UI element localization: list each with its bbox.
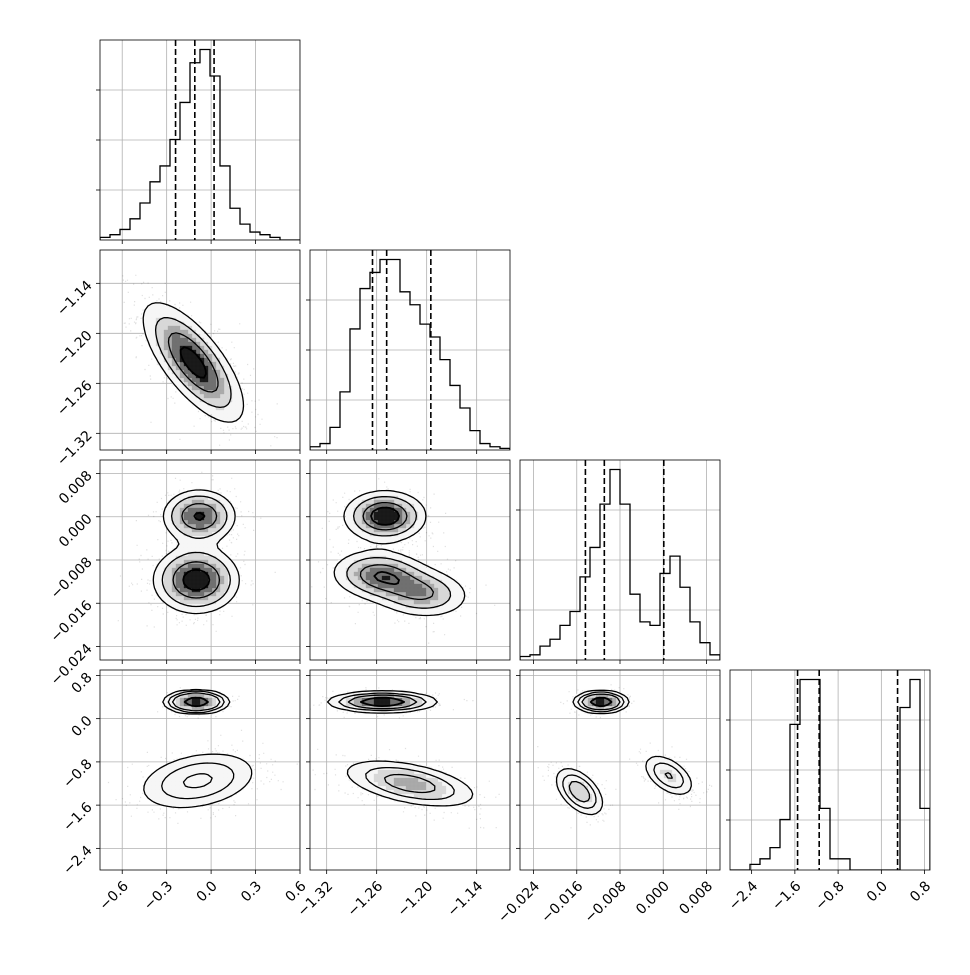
xtick-label-1-3: −1.14 <box>445 878 487 920</box>
ytick-label-3-0: −2.4 <box>60 843 95 878</box>
contour-0-3-2 <box>161 690 235 800</box>
contour-0-3-1 <box>171 692 221 789</box>
ytick-label-2-3: 0.000 <box>56 511 96 551</box>
ytick-label-1-0: −1.32 <box>54 428 96 470</box>
contour-1-2-1 <box>359 501 435 601</box>
joint-panel-2-3 <box>520 670 720 870</box>
histogram-step-3 <box>730 678 930 870</box>
xtick-label-1-2: −1.20 <box>395 878 437 920</box>
xtick-label-3-4: 0.8 <box>907 878 934 905</box>
contour-0-2-3 <box>152 489 240 615</box>
xtick-label-2-1: −0.016 <box>538 878 586 926</box>
contour-0-3-3 <box>143 688 253 809</box>
contour-0-1-3 <box>142 302 245 423</box>
contour-1-2-0 <box>370 506 400 585</box>
ytick-label-1-3: −1.14 <box>54 278 96 320</box>
contour-1-3-3 <box>326 690 474 807</box>
contour-2-3-0 <box>589 696 613 708</box>
density-band-1-2-4 <box>373 507 399 581</box>
contour-0-2-0 <box>182 511 211 591</box>
contour-0-1-1 <box>167 332 219 393</box>
contour-1-2-2 <box>346 495 452 609</box>
xtick-label-3-0: −2.4 <box>726 878 761 913</box>
contour-2-3-2 <box>562 691 685 809</box>
ytick-label-1-1: −1.26 <box>54 378 96 420</box>
joint-panel-0-2 <box>100 460 300 660</box>
contour-1-3-0 <box>360 696 405 707</box>
contour-1-3-2 <box>338 692 455 801</box>
ytick-label-2-2: −0.008 <box>48 554 96 602</box>
contour-2-3-3 <box>555 689 692 816</box>
density-band-2-3-4 <box>595 697 605 707</box>
density-band-1-3-4 <box>373 697 391 707</box>
xtick-label-2-2: −0.008 <box>582 878 630 926</box>
contour-1-2-3 <box>333 489 466 617</box>
contour-0-1-2 <box>154 317 232 409</box>
contour-1-3-1 <box>347 694 436 794</box>
density-band-0-3-4 <box>191 697 201 707</box>
xtick-label-1-1: −1.26 <box>345 878 387 920</box>
xtick-label-3-2: −0.8 <box>812 878 847 913</box>
histogram-panel-3 <box>730 670 930 870</box>
ytick-label-3-1: −1.6 <box>60 799 95 834</box>
histogram-step-0 <box>100 48 300 240</box>
ytick-label-2-4: 0.008 <box>56 468 96 508</box>
joint-panel-0-3 <box>100 670 300 870</box>
xtick-label-3-1: −1.6 <box>769 878 804 913</box>
contour-0-2-1 <box>172 502 221 599</box>
contour-0-3-0 <box>183 696 209 708</box>
joint-panel-1-3 <box>310 670 510 870</box>
xtick-label-0-2: 0.0 <box>194 878 221 905</box>
histogram-panel-0 <box>100 40 300 240</box>
contour-0-2-2 <box>161 495 231 608</box>
xtick-label-0-1: −0.3 <box>141 878 176 913</box>
contour-0-1-0 <box>179 346 207 379</box>
ytick-label-3-3: 0.0 <box>69 713 96 740</box>
xtick-label-2-0: −0.024 <box>495 878 543 926</box>
contour-2-3-1 <box>568 693 673 803</box>
joint-panel-1-2 <box>310 460 510 660</box>
ytick-label-2-1: −0.016 <box>48 598 96 646</box>
joint-frame-1-3 <box>309 669 511 871</box>
joint-panel-0-1 <box>100 250 300 450</box>
xtick-label-0-3: 0.3 <box>238 878 265 905</box>
histogram-step-2 <box>520 468 720 660</box>
xtick-label-3-3: 0.0 <box>864 878 891 905</box>
histogram-panel-1 <box>310 250 510 450</box>
joint-frame-0-1 <box>99 249 301 451</box>
histogram-panel-2 <box>520 460 720 660</box>
xtick-label-2-4: 0.008 <box>676 878 716 918</box>
xtick-label-0-0: −0.6 <box>96 878 131 913</box>
histogram-step-1 <box>310 258 510 450</box>
joint-frame-0-3 <box>99 669 301 871</box>
xtick-label-2-3: 0.000 <box>633 878 673 918</box>
ytick-label-1-2: −1.20 <box>54 328 96 370</box>
ytick-label-3-2: −0.8 <box>60 756 95 791</box>
